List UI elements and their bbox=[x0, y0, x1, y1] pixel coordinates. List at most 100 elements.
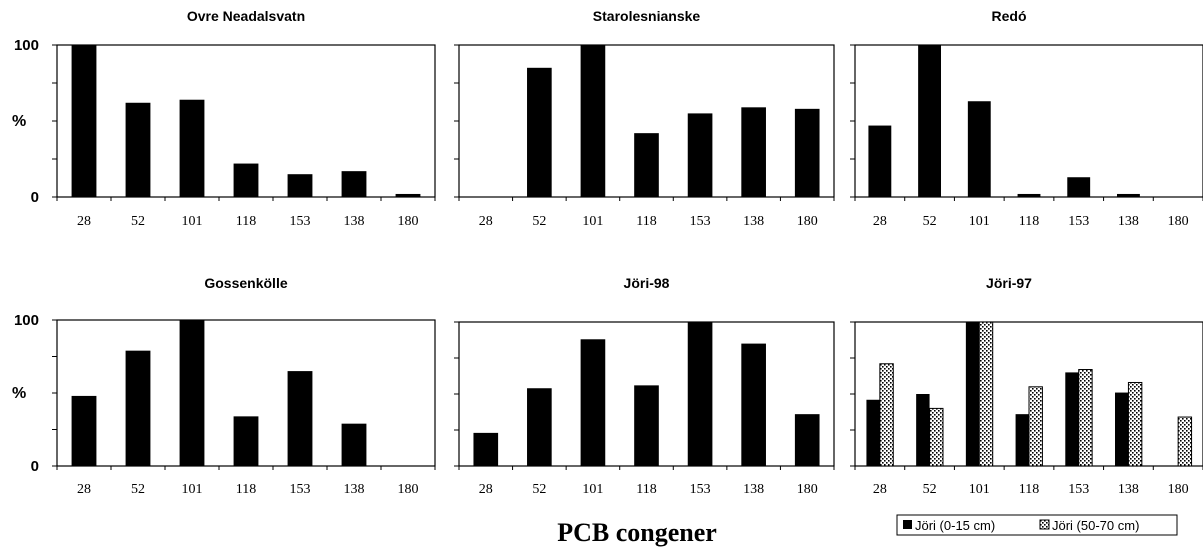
x-tick-label: 138 bbox=[344, 482, 365, 497]
x-tick-label: 138 bbox=[344, 214, 365, 229]
x-tick-label: 153 bbox=[290, 214, 311, 229]
bar bbox=[978, 321, 994, 467]
bar bbox=[1078, 369, 1093, 467]
x-tick-label: 118 bbox=[636, 482, 656, 497]
y-tick-label: 0 bbox=[31, 458, 39, 475]
bar bbox=[741, 107, 766, 197]
bar bbox=[794, 414, 820, 466]
bar bbox=[287, 174, 313, 197]
bar bbox=[341, 423, 367, 466]
y-tick-label: 100 bbox=[14, 37, 39, 54]
legend-label-solid: Jöri (0-15 cm) bbox=[915, 518, 995, 533]
bar bbox=[918, 45, 942, 197]
y-axis-label: % bbox=[12, 113, 26, 130]
chart-title: Redó bbox=[992, 8, 1027, 24]
legend: Jöri (0-15 cm) Jöri (50-70 cm) bbox=[896, 514, 1178, 536]
bar bbox=[580, 339, 606, 466]
x-tick-label: 118 bbox=[1019, 214, 1039, 229]
plot-frame bbox=[854, 44, 1203, 198]
y-tick-label: 100 bbox=[14, 312, 39, 329]
x-tick-label: 138 bbox=[743, 482, 764, 497]
bar bbox=[527, 67, 552, 197]
x-tick-label: 180 bbox=[398, 214, 419, 229]
x-tick-label: 180 bbox=[1168, 214, 1189, 229]
bar bbox=[868, 125, 892, 197]
x-tick-label: 118 bbox=[1019, 482, 1039, 497]
x-tick-label: 138 bbox=[1118, 214, 1139, 229]
legend-label-dotted: Jöri (50-70 cm) bbox=[1052, 518, 1139, 533]
bar bbox=[71, 45, 97, 197]
legend-swatch-solid bbox=[903, 520, 912, 529]
chart-title: Jöri-98 bbox=[624, 275, 670, 291]
bar bbox=[929, 407, 944, 467]
chart-panel: Jöri-97 28 52 101 118 153 138 180 bbox=[850, 275, 1203, 497]
bar bbox=[965, 322, 980, 466]
chart-title: Ovre Neadalsvatn bbox=[187, 8, 305, 24]
bar bbox=[179, 99, 205, 197]
x-tick-label: 138 bbox=[743, 214, 764, 229]
bar bbox=[71, 395, 97, 466]
bar bbox=[634, 385, 659, 466]
bar bbox=[1028, 386, 1043, 467]
x-tick-label: 28 bbox=[479, 482, 493, 497]
y-tick-label: 0 bbox=[31, 189, 39, 206]
x-axis-label: PCB congener bbox=[557, 518, 717, 547]
bar bbox=[125, 102, 151, 197]
x-tick-label: 153 bbox=[690, 482, 711, 497]
chart-panel: Jöri-98 28 52 101 118 153 138 180 bbox=[454, 275, 835, 497]
x-tick-label: 52 bbox=[532, 482, 546, 497]
x-tick-label: 101 bbox=[182, 482, 203, 497]
x-tick-label: 101 bbox=[582, 482, 603, 497]
x-tick-label: 52 bbox=[131, 214, 145, 229]
bar bbox=[233, 416, 259, 466]
x-tick-label: 118 bbox=[636, 214, 656, 229]
bar bbox=[125, 350, 151, 466]
x-tick-label: 180 bbox=[797, 482, 818, 497]
bar bbox=[1067, 177, 1091, 197]
x-tick-label: 52 bbox=[923, 214, 937, 229]
x-tick-label: 52 bbox=[131, 482, 145, 497]
x-tick-label: 153 bbox=[1068, 482, 1089, 497]
bar bbox=[395, 193, 421, 197]
x-tick-label: 118 bbox=[236, 482, 256, 497]
x-tick-label: 28 bbox=[77, 214, 91, 229]
chart-panel: Ovre Neadalsvatn% 100 0 28 52 101 118 153 138 180 bbox=[12, 8, 436, 229]
chart-panels: Ovre Neadalsvatn% 100 0 28 52 101 118 153 138 180… bbox=[12, 8, 1203, 497]
bar bbox=[473, 432, 499, 466]
x-tick-label: 118 bbox=[236, 214, 256, 229]
bar bbox=[179, 320, 205, 466]
bar bbox=[634, 133, 659, 197]
bar bbox=[1015, 414, 1029, 466]
bar bbox=[967, 101, 991, 197]
x-tick-label: 101 bbox=[969, 482, 990, 497]
y-axis-label: % bbox=[12, 385, 26, 402]
chart-panel: Gossenkölle% 100 0 28 52 101 118 153 138 180 bbox=[12, 275, 436, 497]
bar bbox=[879, 363, 894, 467]
x-tick-label: 153 bbox=[1068, 214, 1089, 229]
legend-swatch-dotted bbox=[1039, 519, 1050, 530]
bar bbox=[1065, 372, 1079, 466]
x-tick-label: 153 bbox=[690, 214, 711, 229]
x-tick-label: 101 bbox=[969, 214, 990, 229]
bar bbox=[1127, 381, 1143, 467]
x-tick-label: 180 bbox=[398, 482, 419, 497]
chart-panel: Redó 28 52 101 118 153 138 180 bbox=[850, 8, 1203, 229]
x-tick-label: 28 bbox=[77, 482, 91, 497]
bar bbox=[233, 163, 259, 197]
bar bbox=[527, 388, 552, 466]
x-tick-label: 180 bbox=[1168, 482, 1189, 497]
bar bbox=[341, 171, 367, 197]
bar bbox=[794, 108, 820, 197]
x-tick-label: 101 bbox=[182, 214, 203, 229]
x-tick-label: 28 bbox=[873, 214, 887, 229]
x-tick-label: 52 bbox=[923, 482, 937, 497]
x-tick-label: 138 bbox=[1118, 482, 1139, 497]
x-tick-label: 28 bbox=[479, 214, 493, 229]
chart-panel: Starolesnianske 28 52 101 118 153 138 180 bbox=[454, 8, 835, 229]
bar bbox=[687, 113, 713, 197]
bar bbox=[866, 399, 880, 466]
bar bbox=[1017, 193, 1041, 197]
x-tick-label: 101 bbox=[582, 214, 603, 229]
bar bbox=[287, 371, 313, 466]
